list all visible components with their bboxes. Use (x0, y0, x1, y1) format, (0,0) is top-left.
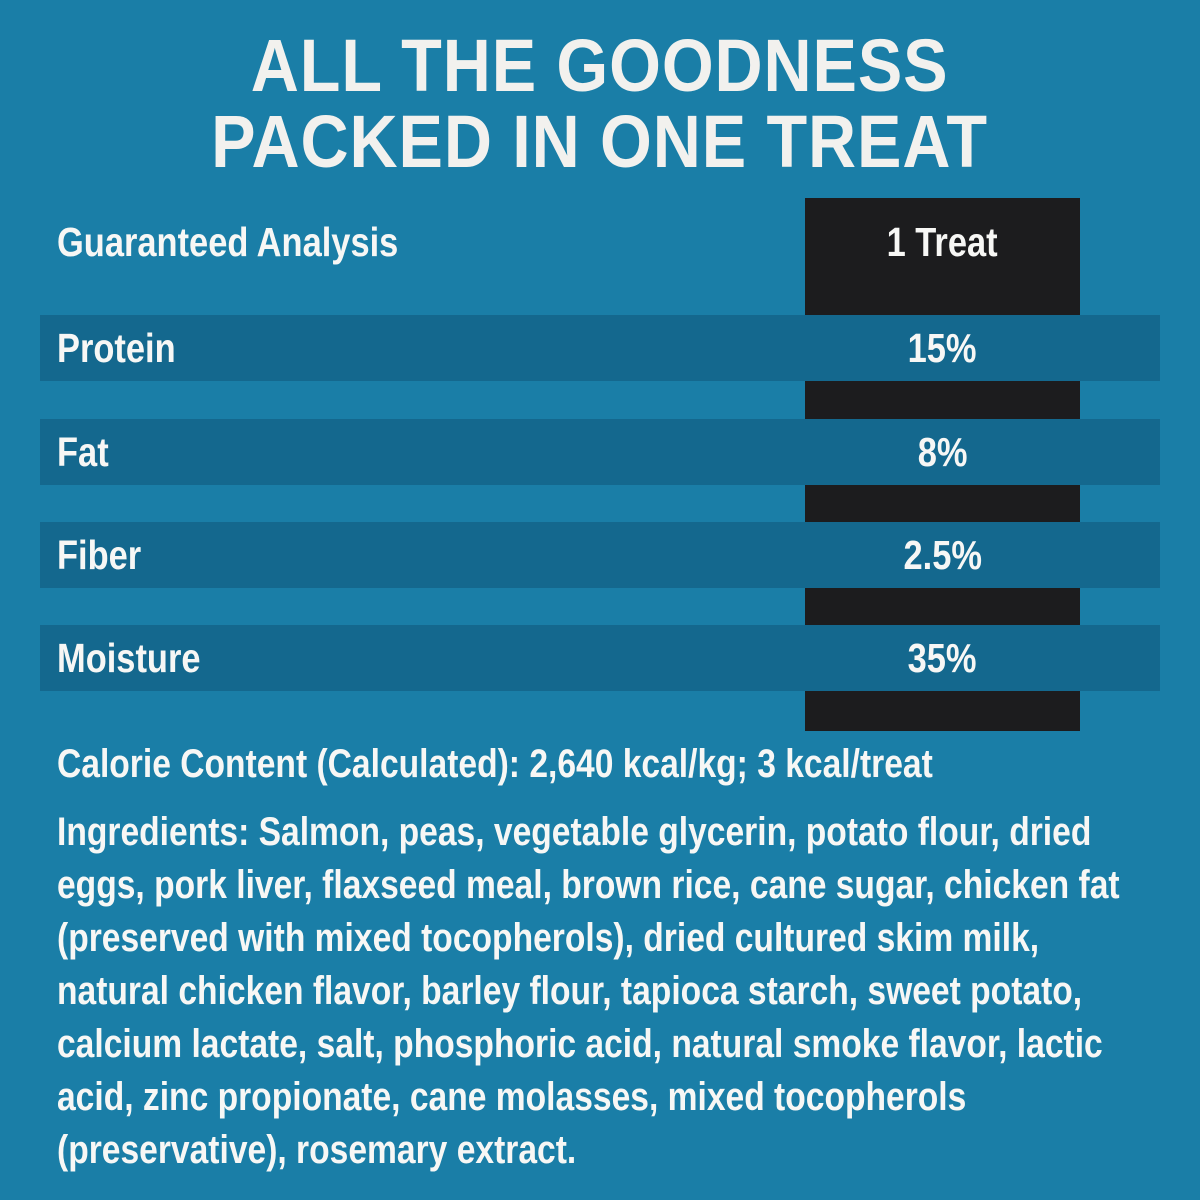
row-label: Fiber (57, 531, 142, 578)
row-label: Moisture (57, 634, 201, 681)
table-row-protein: Protein 15% (40, 315, 1160, 381)
row-value: 35% (908, 634, 977, 681)
table-header-row: Guaranteed Analysis 1 Treat (40, 212, 1160, 272)
calorie-content-label: Calorie Content (Calculated): (57, 742, 520, 786)
column-header-one-treat: 1 Treat (886, 218, 999, 265)
calorie-content-value: 2,640 kcal/kg; 3 kcal/treat (529, 742, 933, 786)
calorie-content-line: Calorie Content (Calculated): 2,640 kcal… (57, 742, 933, 787)
row-value: 8% (917, 428, 968, 475)
title-line-1: ALL THE GOODNESS (251, 24, 949, 107)
title-line-2: PACKED IN ONE TREAT (211, 100, 989, 183)
row-label: Protein (57, 324, 176, 371)
row-label: Fat (57, 428, 109, 475)
table-row-moisture: Moisture 35% (40, 625, 1160, 691)
row-value: 2.5% (903, 531, 982, 578)
table-row-fiber: Fiber 2.5% (40, 522, 1160, 588)
table-row-fat: Fat 8% (40, 419, 1160, 485)
ingredients-paragraph: Ingredients: Salmon, peas, vegetable gly… (57, 806, 1149, 1177)
ingredients-label: Ingredients: (57, 810, 250, 854)
guaranteed-analysis-heading: Guaranteed Analysis (57, 218, 399, 265)
row-value: 15% (908, 324, 977, 371)
page-title: ALL THE GOODNESS PACKED IN ONE TREAT (0, 28, 1200, 180)
ingredients-text: Salmon, peas, vegetable glycerin, potato… (57, 810, 1120, 1172)
